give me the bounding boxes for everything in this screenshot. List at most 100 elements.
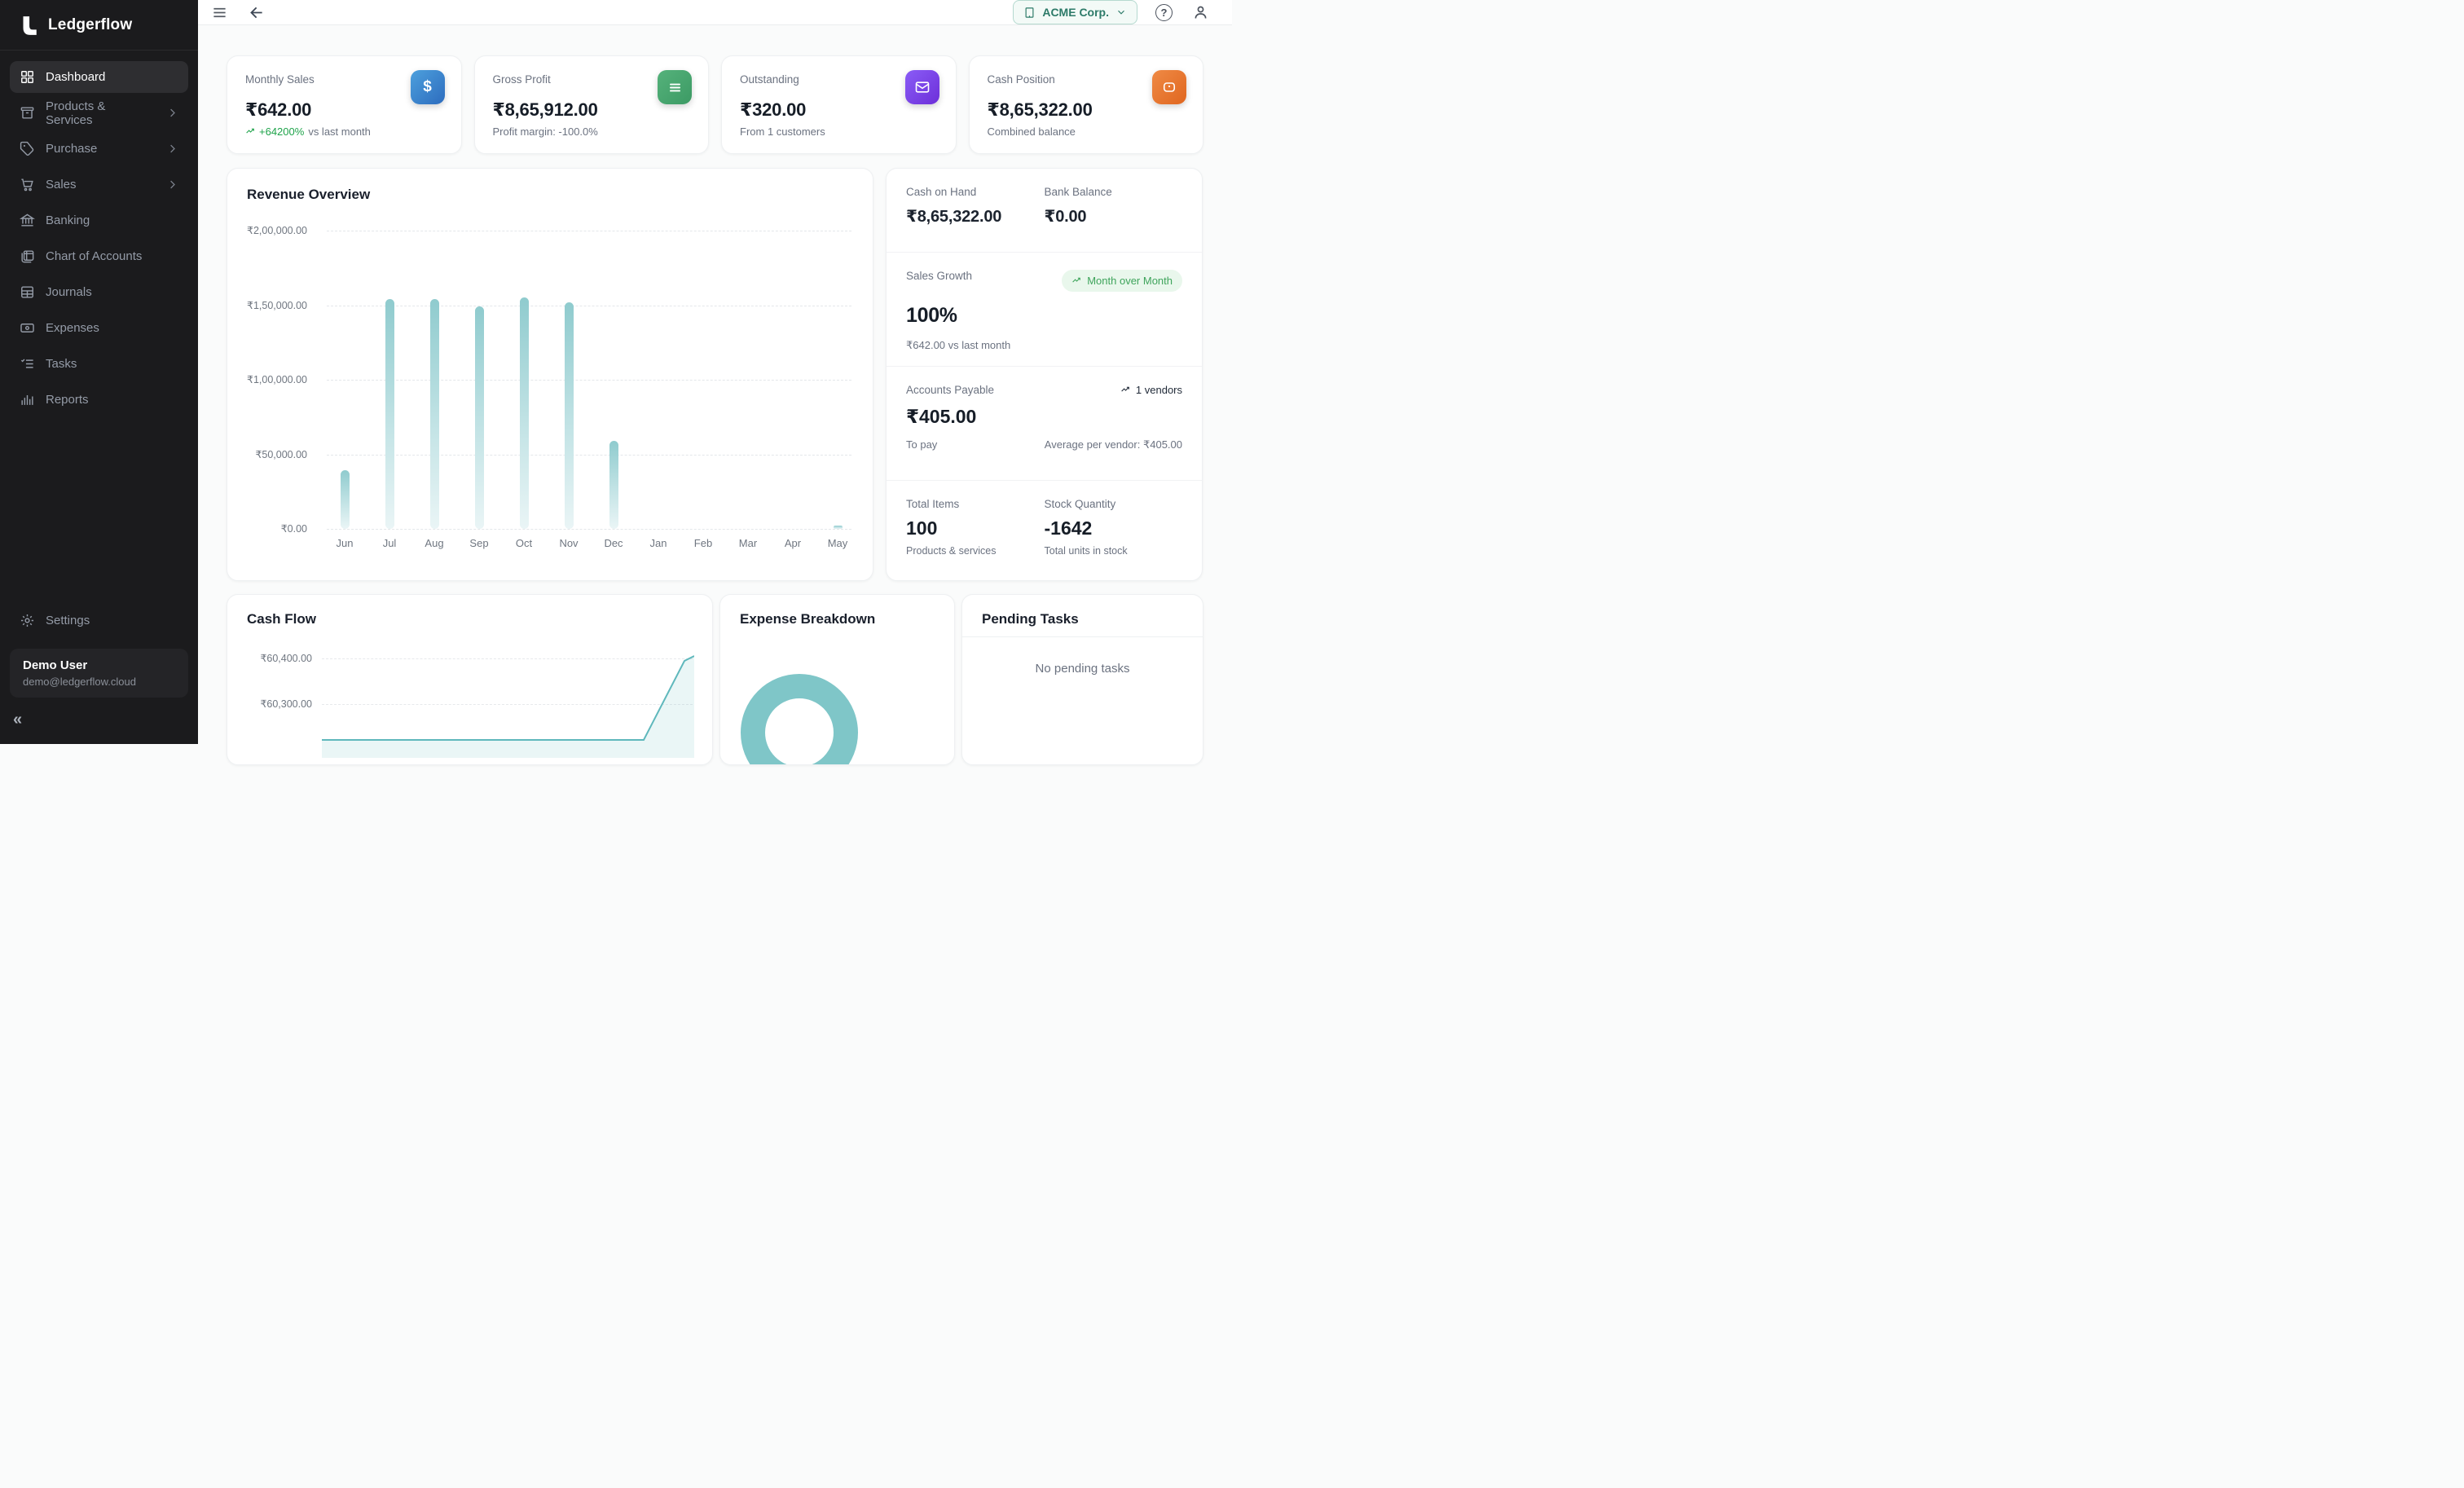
- kpi-value: ₹8,65,912.00: [492, 99, 598, 120]
- sidebar-item-reports[interactable]: Reports: [10, 384, 188, 416]
- chevron-right-icon: [166, 178, 178, 191]
- sidebar-item-dashboard[interactable]: Dashboard: [10, 61, 188, 93]
- chevron-right-icon: [166, 107, 178, 119]
- trend-up-icon: [1120, 385, 1131, 395]
- cash-flow-line: [322, 655, 694, 758]
- middle-row: Revenue Overview ₹2,00,000.00 ₹1,50,000.0…: [227, 168, 1203, 581]
- sidebar-item-purchase[interactable]: Purchase: [10, 133, 188, 165]
- account-button[interactable]: [1190, 2, 1211, 23]
- user-email: demo@ledgerflow.cloud: [23, 676, 136, 688]
- accounts-payable-section: Accounts Payable 1 vendors ₹405.00 To pa…: [887, 367, 1202, 481]
- sidebar-spacer: [0, 420, 198, 605]
- company-name: ACME Corp.: [1042, 6, 1109, 19]
- revenue-bar-aug: [429, 299, 439, 529]
- sidebar-item-chart-of-accounts[interactable]: Chart of Accounts: [10, 240, 188, 272]
- company-selector[interactable]: ACME Corp.: [1013, 0, 1137, 24]
- y-axis-tick: ₹50,000.00: [255, 448, 307, 460]
- no-pending-tasks-text: No pending tasks: [1035, 662, 1130, 676]
- y-axis-tick: ₹1,00,000.00: [247, 374, 307, 385]
- accounts-payable-label: Accounts Payable: [906, 384, 995, 396]
- sidebar-item-label: Tasks: [46, 357, 77, 371]
- chevron-down-icon: [1115, 7, 1127, 18]
- sidebar-collapse-button[interactable]: «: [13, 711, 23, 729]
- checklist-icon: [20, 356, 35, 372]
- stock-quantity-sub: Total units in stock: [1044, 545, 1128, 557]
- sidebar-item-label: Settings: [46, 614, 90, 627]
- x-axis-tick: Aug: [425, 537, 444, 549]
- x-axis-tick: Jun: [336, 537, 354, 549]
- tag-icon: [20, 141, 35, 156]
- x-axis-tick: Jan: [649, 537, 667, 549]
- divider: [962, 636, 1203, 637]
- sidebar-item-expenses[interactable]: Expenses: [10, 312, 188, 344]
- gridline: [327, 529, 851, 530]
- expense-breakdown-title: Expense Breakdown: [740, 611, 876, 627]
- x-axis-tick: Sep: [469, 537, 489, 549]
- sidebar-item-products-services[interactable]: Products & Services: [10, 97, 188, 129]
- menu-button[interactable]: [210, 3, 229, 22]
- kpi-label: Outstanding: [740, 73, 799, 86]
- sales-growth-sub: ₹642.00 vs last month: [906, 339, 1011, 351]
- revenue-bar-oct: [519, 297, 529, 529]
- main-area: ACME Corp. ? Monthly Sa: [198, 0, 1232, 765]
- sidebar-item-label: Purchase: [46, 142, 98, 156]
- help-button[interactable]: ?: [1154, 2, 1174, 23]
- kpi-value: ₹8,65,322.00: [987, 99, 1093, 120]
- sales-growth-value: 100%: [906, 304, 957, 327]
- topbar: ACME Corp. ?: [198, 0, 1232, 25]
- x-axis-tick: Feb: [693, 537, 713, 549]
- inventory-section: Total Items 100 Products & services Stoc…: [887, 481, 1202, 580]
- cash-flow-title: Cash Flow: [247, 611, 317, 627]
- sidebar-item-tasks[interactable]: Tasks: [10, 348, 188, 380]
- arrow-left-icon: [249, 4, 266, 21]
- stats-panel: Cash on Hand ₹8,65,322.00 Bank Balance ₹…: [886, 168, 1203, 581]
- kpi-card-monthly-sales: Monthly Sales ₹642.00 +64200% vs last mo…: [227, 55, 462, 154]
- kpi-label: Cash Position: [987, 73, 1055, 86]
- hamburger-icon: [212, 5, 227, 20]
- shopping-cart-icon: [20, 177, 35, 192]
- bank-icon: [20, 213, 35, 228]
- sidebar-item-settings[interactable]: Settings: [10, 605, 188, 636]
- trend-up-icon: [1071, 275, 1082, 286]
- x-axis-tick: Nov: [559, 537, 579, 549]
- to-pay-label: To pay: [906, 438, 938, 451]
- pending-tasks-card: Pending Tasks No pending tasks: [961, 594, 1203, 765]
- sidebar-nav: Dashboard Products & Services Purchase: [0, 51, 198, 420]
- vendors-indicator: 1 vendors: [1120, 384, 1182, 396]
- topbar-right: ACME Corp. ?: [1013, 0, 1211, 24]
- collapse-row: «: [0, 706, 198, 744]
- expense-donut-chart: [741, 674, 858, 764]
- user-card[interactable]: Demo User demo@ledgerflow.cloud: [10, 649, 188, 698]
- sidebar-item-label: Reports: [46, 393, 89, 407]
- sidebar-item-sales[interactable]: Sales: [10, 169, 188, 200]
- sidebar-item-label: Chart of Accounts: [46, 249, 143, 263]
- sidebar-item-label: Expenses: [46, 321, 99, 335]
- bank-balance-label: Bank Balance: [1044, 186, 1112, 198]
- sidebar-item-label: Journals: [46, 285, 92, 299]
- box-icon: [20, 105, 35, 121]
- total-items-sub: Products & services: [906, 545, 997, 557]
- revenue-bar-may: [833, 526, 843, 529]
- kpi-subtext: +64200% vs last month: [245, 125, 443, 138]
- average-per-vendor: Average per vendor: ₹405.00: [1044, 438, 1182, 451]
- y-axis-tick: ₹2,00,000.00: [247, 225, 307, 236]
- x-axis-tick: Apr: [784, 537, 802, 549]
- gridline: [322, 658, 693, 659]
- gridline: [322, 704, 693, 705]
- kpi-delta: +64200%: [245, 125, 304, 138]
- cash-balance-section: Cash on Hand ₹8,65,322.00 Bank Balance ₹…: [887, 169, 1202, 253]
- cash-on-hand-value: ₹8,65,322.00: [906, 208, 1002, 226]
- kpi-card-cash-position: Cash Position ₹8,65,322.00 Combined bala…: [968, 55, 1203, 154]
- ledger-book-icon: [20, 249, 35, 264]
- stock-quantity-value: -1642: [1044, 517, 1093, 539]
- sidebar-item-label: Products & Services: [46, 99, 106, 127]
- sidebar-item-banking[interactable]: Banking: [10, 205, 188, 236]
- kpi-card-outstanding: Outstanding ₹320.00 From 1 customers: [721, 55, 957, 154]
- kpi-label: Gross Profit: [492, 73, 551, 86]
- sidebar-item-journals[interactable]: Journals: [10, 276, 188, 308]
- ledgerflow-logo-icon: [18, 15, 39, 36]
- kpi-row: Monthly Sales ₹642.00 +64200% vs last mo…: [227, 55, 1203, 154]
- back-button[interactable]: [247, 2, 267, 23]
- y-axis-tick: ₹60,400.00: [260, 653, 312, 664]
- list-icon: [658, 70, 692, 104]
